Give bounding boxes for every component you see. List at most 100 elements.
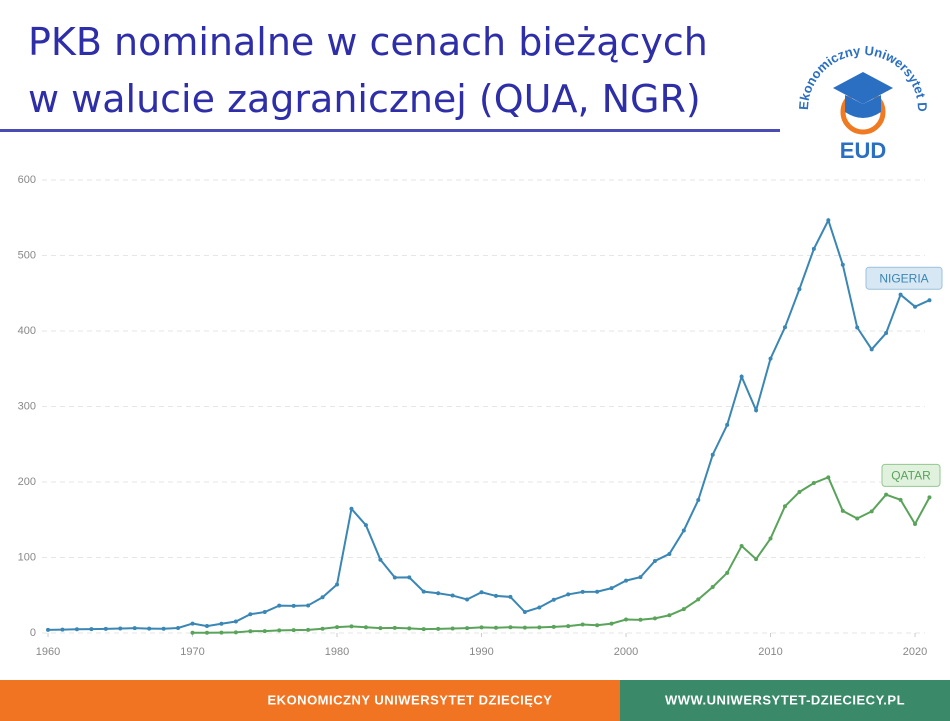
y-tick-label: 600: [18, 174, 36, 186]
point: [335, 582, 340, 587]
point: [696, 597, 701, 602]
point: [595, 589, 600, 594]
point: [233, 630, 238, 635]
point: [522, 625, 527, 630]
series-line: [192, 476, 931, 634]
point: [782, 504, 787, 509]
point: [739, 374, 744, 379]
series-label: QATAR: [881, 463, 941, 487]
point: [392, 575, 397, 580]
point: [204, 630, 209, 635]
point: [624, 578, 629, 583]
point: [204, 624, 209, 629]
point: [624, 617, 629, 622]
point: [493, 625, 498, 630]
point: [363, 625, 368, 630]
logo-initials: EUD: [840, 138, 886, 163]
point: [421, 627, 426, 632]
point: [580, 622, 585, 627]
point: [754, 557, 759, 562]
point: [797, 489, 802, 494]
point: [118, 626, 123, 631]
point: [60, 627, 65, 632]
point: [378, 557, 383, 562]
footer-left-text: EKONOMICZNY UNIWERSYTET DZIECIĘCY: [268, 692, 553, 707]
point: [739, 543, 744, 548]
point: [898, 497, 903, 502]
title-rule: [0, 129, 780, 132]
point: [407, 626, 412, 631]
x-tick-label: 1970: [180, 646, 204, 658]
point: [190, 630, 195, 635]
x-tick-label: 2020: [903, 646, 927, 658]
point: [436, 626, 441, 631]
point: [884, 331, 889, 336]
point: [219, 621, 224, 626]
point: [248, 612, 253, 617]
point: [436, 591, 441, 596]
x-tick-label: 1960: [36, 646, 60, 658]
point: [884, 492, 889, 497]
point: [74, 627, 79, 632]
series-label-box: [865, 266, 943, 290]
point: [913, 521, 918, 526]
point: [320, 626, 325, 631]
point: [638, 617, 643, 622]
point: [407, 575, 412, 580]
point: [782, 325, 787, 330]
point: [262, 629, 267, 634]
point: [190, 621, 195, 626]
point: [306, 603, 311, 608]
y-tick-label: 200: [18, 476, 36, 488]
point: [479, 625, 484, 630]
point: [508, 625, 513, 630]
point: [667, 551, 672, 556]
point: [277, 628, 282, 633]
y-tick-label: 0: [30, 627, 36, 639]
point: [811, 480, 816, 485]
point: [710, 585, 715, 590]
point: [826, 218, 831, 223]
point: [681, 528, 686, 533]
point: [89, 627, 94, 632]
series-label: NIGERIA: [865, 266, 943, 290]
point: [291, 628, 296, 633]
point: [638, 575, 643, 580]
footer-left-bar: [0, 680, 620, 721]
point: [349, 506, 354, 511]
point: [609, 586, 614, 591]
point: [291, 603, 296, 608]
point: [378, 626, 383, 631]
point: [421, 589, 426, 594]
point: [537, 625, 542, 630]
point: [551, 624, 556, 629]
logo-cap-base: [845, 95, 881, 118]
point: [898, 292, 903, 297]
point: [811, 246, 816, 251]
point: [277, 603, 282, 608]
point: [913, 304, 918, 309]
point: [335, 625, 340, 630]
point: [927, 495, 932, 500]
point: [363, 523, 368, 528]
point: [840, 508, 845, 513]
point: [595, 623, 600, 628]
footer-right-text: WWW.UNIWERSYTET-DZIECIECY.PL: [665, 692, 905, 707]
x-tick-label: 2010: [758, 646, 782, 658]
point: [840, 262, 845, 267]
y-tick-label: 300: [18, 400, 36, 412]
x-tick-label: 1990: [469, 646, 493, 658]
point: [768, 356, 773, 361]
point: [927, 298, 932, 303]
point: [710, 452, 715, 457]
series-label-text: QATAR: [891, 469, 931, 483]
point: [219, 630, 224, 635]
point: [855, 516, 860, 521]
point: [522, 610, 527, 615]
series-line: [48, 217, 930, 631]
point: [696, 498, 701, 503]
point: [725, 570, 730, 575]
point: [176, 626, 181, 631]
point: [768, 536, 773, 541]
